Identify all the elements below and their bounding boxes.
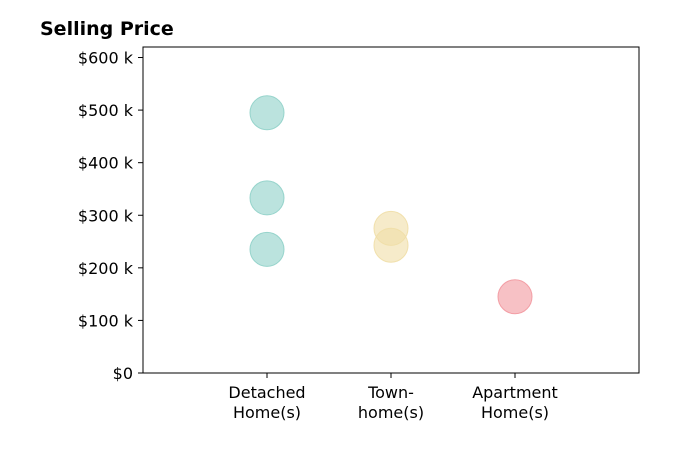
x-tick-label: Apartment Home(s) (472, 383, 558, 422)
data-points (249, 95, 533, 315)
data-point (249, 95, 285, 131)
y-tick-label: $300 k (78, 206, 134, 225)
x-tick-label-line: home(s) (358, 403, 424, 422)
y-tick-label: $600 k (78, 49, 134, 68)
y-tick-label: $200 k (78, 259, 134, 278)
x-axis: Detached Home(s)Town-home(s)Apartment Home… (228, 373, 558, 422)
data-point (373, 227, 409, 263)
data-point (249, 231, 285, 267)
y-tick-label: $0 (113, 364, 133, 383)
data-point (249, 180, 285, 216)
x-tick-label-line: Apartment (472, 383, 558, 402)
x-tick-label: Town-home(s) (358, 383, 424, 422)
data-point (497, 279, 533, 315)
chart-title: Selling Price (40, 18, 174, 40)
y-tick-label: $500 k (78, 101, 134, 120)
x-tick-label: Detached Home(s) (228, 383, 305, 422)
x-tick-label-line: Home(s) (481, 403, 549, 422)
y-tick-label: $100 k (78, 311, 134, 330)
plot-area (142, 46, 640, 374)
x-tick-label-line: Home(s) (233, 403, 301, 422)
y-axis: $0 $100 k $200 k $300 k $400 k $500 k $600 k (78, 49, 143, 383)
y-tick-label: $400 k (78, 154, 134, 173)
x-tick-label-line: Town- (367, 383, 414, 402)
x-tick-label-line: Detached (228, 383, 305, 402)
